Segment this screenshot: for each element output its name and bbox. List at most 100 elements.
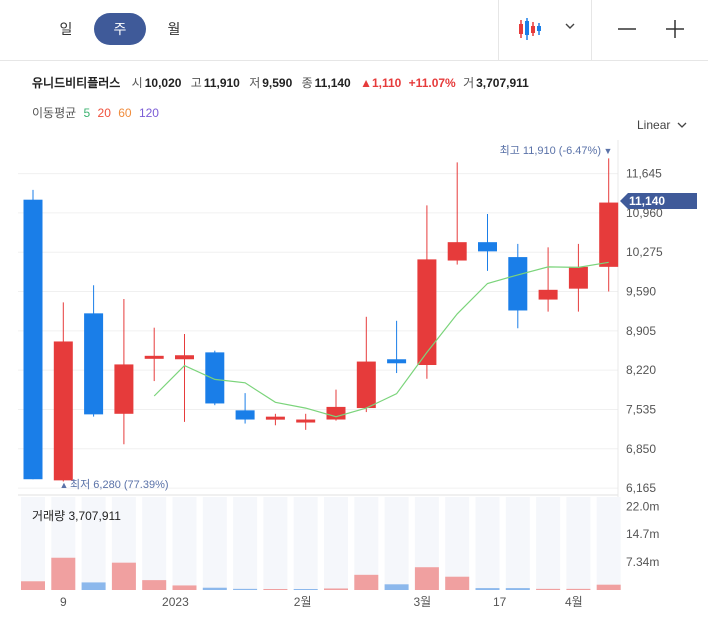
candle-body: [265, 416, 285, 420]
ma-period-120: 120: [138, 106, 159, 120]
ma-period-5: 5: [83, 106, 91, 120]
scale-selector[interactable]: Linear: [637, 118, 688, 132]
candle: [326, 389, 346, 421]
ma-label: 이동평균: [32, 106, 77, 120]
current-price-label: 11,140: [629, 194, 665, 208]
stock-name: 유니드비티플러스: [32, 76, 121, 90]
scale-selector-label: Linear: [637, 118, 671, 132]
candle: [53, 302, 73, 482]
open-value: 10,020: [144, 76, 182, 90]
low-marker-label: 최저 6,280 (77.39%): [70, 478, 169, 491]
price-tick-label: 8,220: [626, 363, 656, 377]
volume-bar-bg: [566, 497, 591, 590]
candle: [417, 205, 437, 379]
volume-bar: [475, 588, 500, 590]
ma5-line: [153, 261, 609, 418]
volume-bar: [21, 581, 45, 590]
volume-bar: [142, 580, 167, 590]
candle: [387, 320, 407, 374]
candlestick-icon[interactable]: [517, 16, 543, 42]
volume-bar-bg: [172, 497, 197, 590]
toolbar-divider: [591, 0, 592, 60]
price-tick-label: 10,960: [626, 206, 663, 220]
volume-bar: [384, 584, 409, 590]
volume-bar: [414, 567, 439, 590]
candle-body: [508, 257, 528, 311]
time-tick-label: 2월: [294, 595, 312, 609]
candle: [296, 413, 316, 430]
volume-bar-bg: [202, 497, 227, 590]
volume-tick-label: 14.7m: [626, 527, 659, 541]
candle-body: [538, 289, 558, 300]
volume-bar-bg: [475, 497, 500, 590]
volume-bar: [566, 588, 591, 590]
candle-body: [599, 202, 619, 267]
candlesticks: [23, 158, 619, 482]
candle-body: [478, 242, 497, 252]
candle-body: [447, 242, 467, 261]
volume-bar-bg: [596, 497, 621, 590]
tab-monthly[interactable]: 월: [167, 21, 181, 37]
candle: [508, 243, 528, 329]
down-triangle-icon: ▼: [604, 146, 613, 156]
candle-body: [144, 355, 164, 359]
up-triangle-icon: ▲: [360, 76, 372, 90]
volume-bar: [596, 584, 621, 590]
high-label: 고: [190, 76, 202, 90]
candle-body: [114, 364, 134, 414]
candle: [23, 189, 43, 480]
high-marker: 최고 11,910 (-6.47%) ▼: [500, 144, 613, 157]
candle-body: [23, 199, 43, 480]
low-label: 저: [249, 76, 261, 90]
time-tick-label: 2023: [162, 595, 189, 609]
stock-info-bar: 유니드비티플러스 시 10,020 고 11,910 저 9,590 종 11,140 …: [32, 74, 535, 91]
volume-bar-bg: [354, 497, 379, 590]
price-tick-label: 10,275: [626, 245, 663, 259]
candle-body: [205, 352, 225, 404]
candle: [235, 393, 255, 424]
volume-bar-bg: [142, 497, 167, 590]
zoom-out-button[interactable]: [614, 16, 640, 42]
candle: [175, 334, 194, 422]
change-percent: +11.07%: [408, 76, 456, 90]
zoom-in-button[interactable]: [662, 16, 688, 42]
time-axis: 9 2023 2월 3월 17 4월: [60, 595, 583, 609]
close-value: 11,140: [314, 76, 351, 90]
volume-bar-bg: [324, 497, 348, 590]
candle-body: [84, 313, 104, 415]
price-tag-shape: [620, 193, 697, 209]
low-value: 9,590: [262, 76, 293, 90]
volume-bar: [536, 588, 561, 590]
chart-toolbar: 일 주 월: [0, 0, 708, 61]
volume-tick-label: 22.0m: [626, 499, 659, 513]
candle-body: [417, 259, 437, 366]
chevron-down-icon[interactable]: [564, 20, 576, 32]
tab-weekly[interactable]: 주: [94, 13, 146, 45]
candle: [599, 158, 619, 292]
volume-bar-bg: [505, 497, 530, 590]
volume-bar: [293, 589, 318, 590]
tab-daily[interactable]: 일: [59, 21, 73, 37]
candle-body: [356, 361, 376, 409]
toolbar-divider: [498, 0, 499, 60]
candle-body: [568, 266, 588, 289]
candle: [568, 243, 588, 312]
candle: [84, 285, 104, 417]
candle: [478, 214, 497, 271]
candle: [356, 316, 376, 413]
high-marker-label: 최고 11,910 (-6.47%): [500, 144, 601, 157]
volume-label: 거: [463, 76, 475, 90]
volume-bar-bg: [384, 497, 409, 590]
volume-bar-bg: [233, 497, 258, 590]
time-tick-label: 4월: [565, 595, 583, 609]
price-tick-label: 8,905: [626, 324, 656, 338]
volume-bar-bg: [293, 497, 318, 590]
ma-period-20: 20: [97, 106, 111, 120]
volume-bar: [445, 576, 470, 590]
chevron-down-icon: [677, 122, 687, 128]
volume-value: 3,707,911: [476, 76, 529, 90]
volume-tick-label: 7.34m: [626, 555, 659, 569]
volume-bar-bg: [263, 497, 288, 590]
up-triangle-icon: ▲: [60, 480, 69, 490]
volume-header: 거래량 3,707,911: [32, 509, 121, 523]
